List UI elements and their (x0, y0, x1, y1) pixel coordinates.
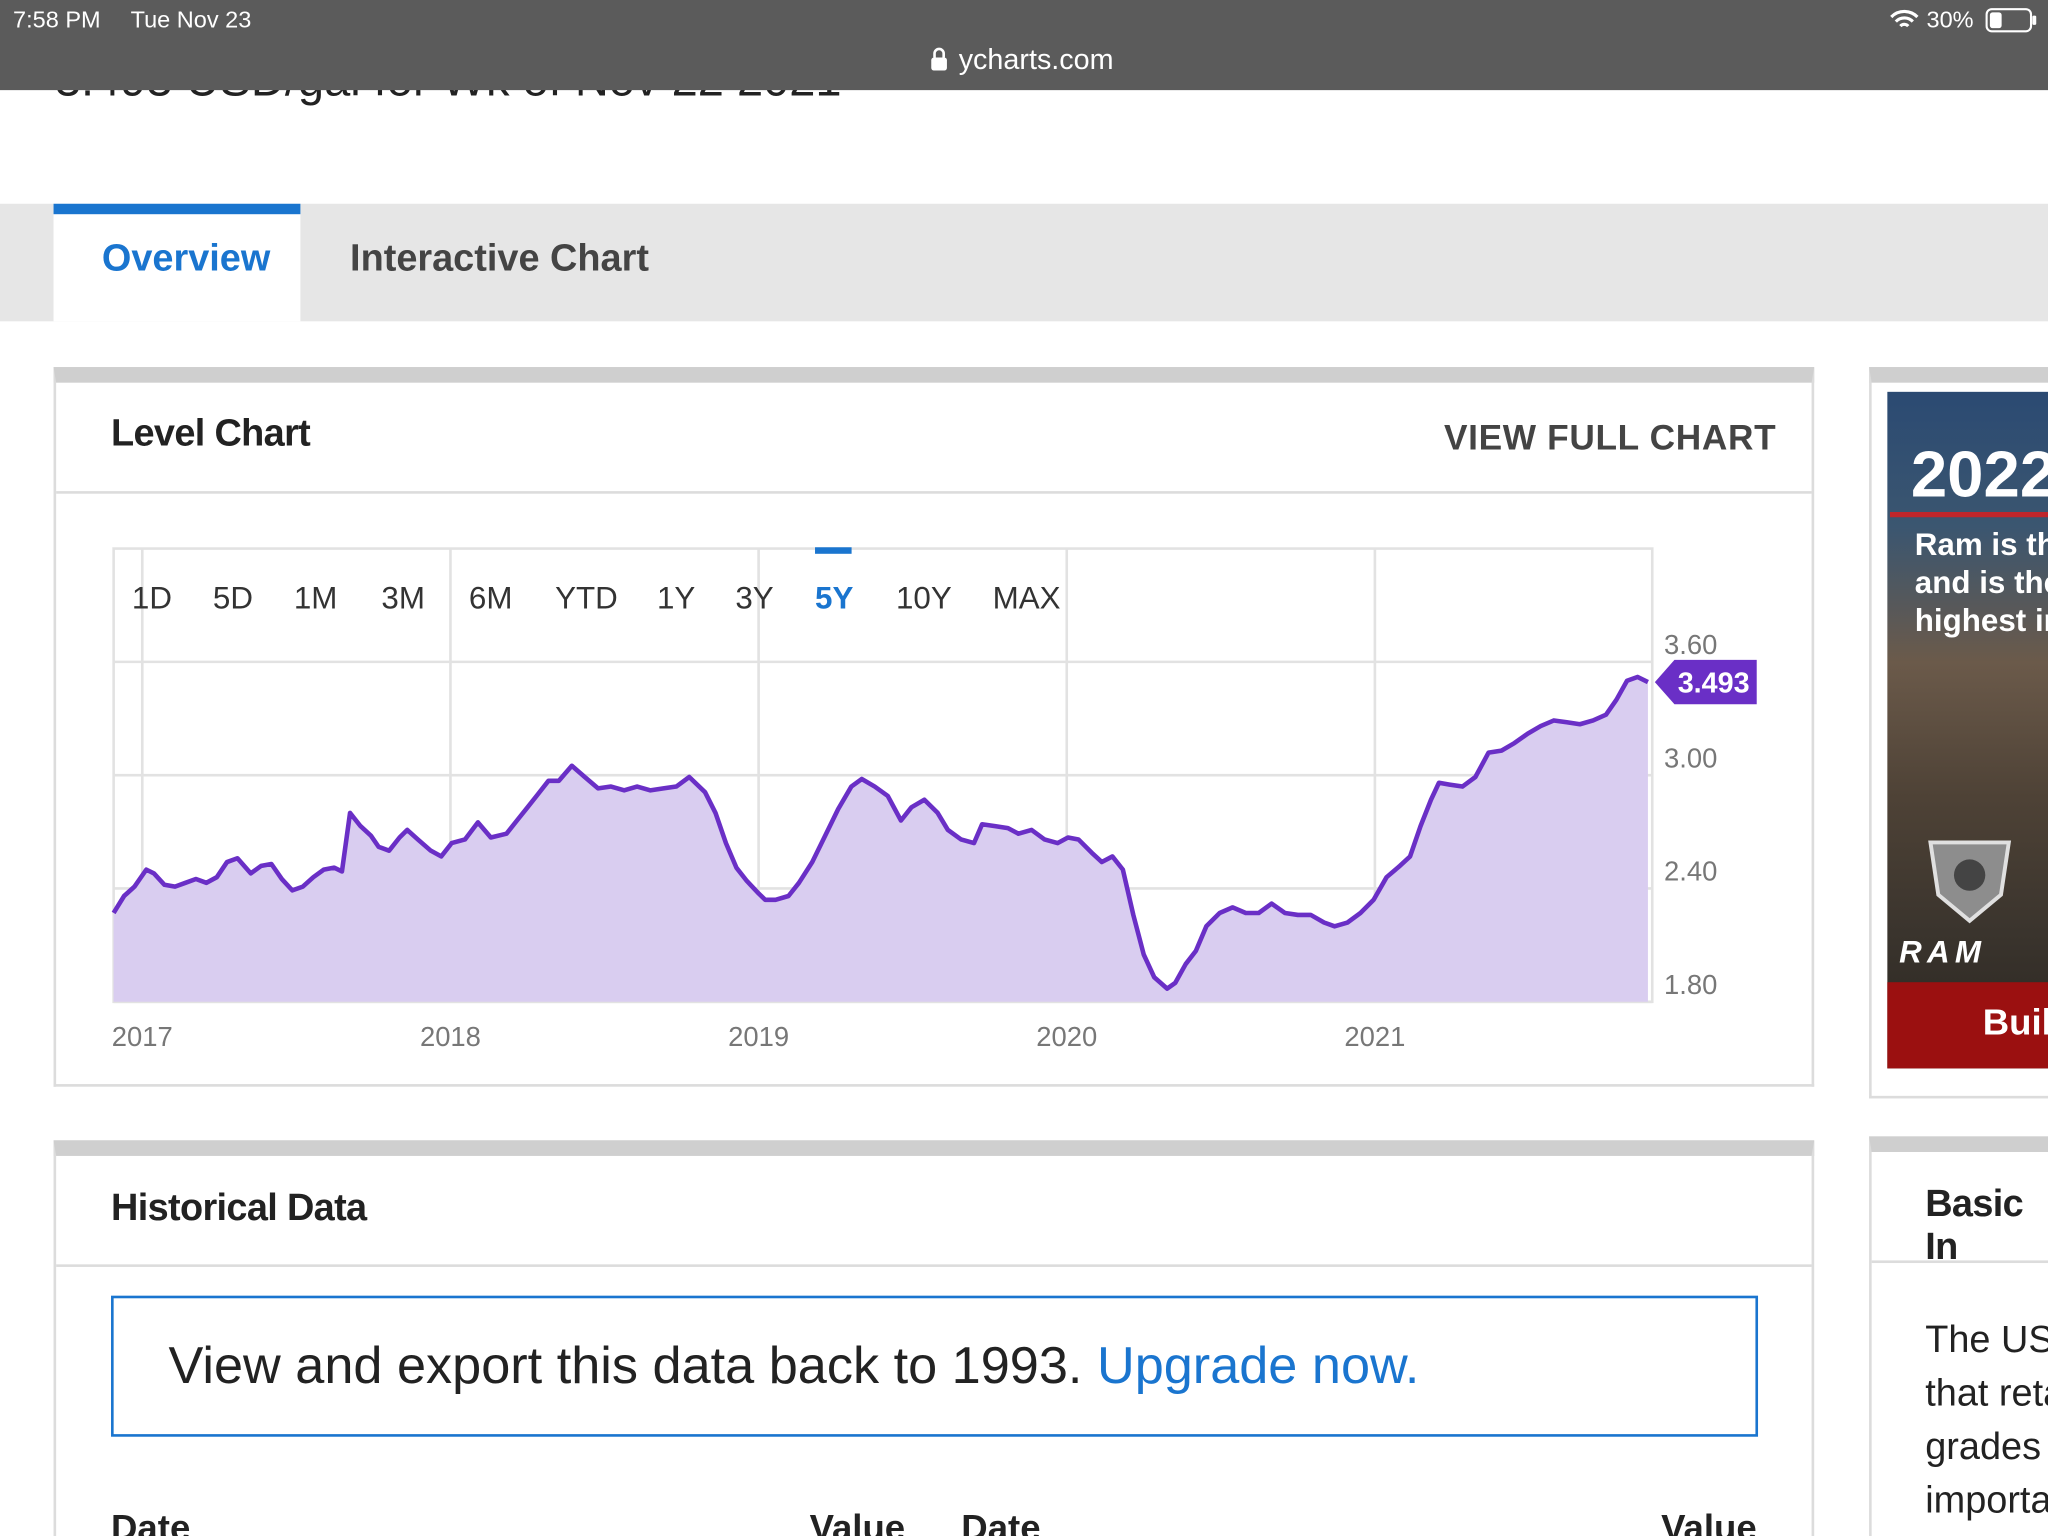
status-date: Tue Nov 23 (130, 6, 252, 33)
column-header: Value (1661, 1507, 1757, 1536)
chart: 2017 2018 2019 2020 2021 1.80 2.40 3.00 3.60 3.49… (111, 547, 1757, 1052)
text-line: grades a (1925, 1426, 2048, 1469)
value-tag-label: 3.493 (1678, 668, 1750, 700)
range-button-active[interactable]: 5Y (815, 581, 854, 617)
range-button[interactable]: 1M (293, 581, 338, 617)
range-button[interactable]: 3Y (735, 581, 774, 617)
battery-level: 30% (1926, 6, 1974, 33)
card-title: Level Chart (111, 412, 311, 455)
lock-icon (931, 47, 947, 71)
text-line: that reta (1925, 1372, 2048, 1415)
view-full-chart[interactable]: VIEW FULL CHART (1443, 417, 1777, 458)
ad-image[interactable] (1887, 391, 2048, 1069)
card-title: Basic In (1925, 1183, 2024, 1269)
ad-button-label[interactable]: Buil (1982, 1001, 2048, 1043)
tab-active[interactable] (53, 203, 301, 322)
status-time: 7:58 PM (13, 6, 101, 33)
ad-line: Ram is th (1914, 527, 2048, 563)
y-tick-label: 2.40 (1664, 856, 1717, 887)
column-header: Date (111, 1507, 191, 1536)
range-button[interactable]: YTD (555, 581, 618, 617)
ad-logo (1928, 840, 2012, 924)
y-tick-label: 1.80 (1664, 969, 1717, 1000)
tab-bar (0, 203, 2048, 322)
active-range-marker (815, 547, 852, 554)
basic-info-card (1869, 1136, 2048, 1536)
ad-rule (1889, 511, 2048, 518)
range-button[interactable]: 6M (468, 581, 513, 617)
divider (56, 1264, 1812, 1267)
upgrade-link[interactable]: Upgrade now. (1096, 1337, 1420, 1395)
x-tick-label: 2021 (1344, 1021, 1405, 1052)
historical-card (53, 1140, 1815, 1536)
upsell-message: View and export this data back to 1993. (168, 1337, 1083, 1395)
tab[interactable]: Interactive Chart (350, 237, 649, 280)
column-header: Date (961, 1507, 1041, 1536)
value-tag (1654, 659, 1757, 705)
battery-icon (1985, 8, 2037, 33)
ad-line: and is the (1914, 565, 2048, 601)
ad-button[interactable] (1887, 982, 2048, 1069)
divider (56, 491, 1812, 494)
text-line: importa (1925, 1479, 2048, 1522)
text-line: The US (1925, 1319, 2048, 1361)
ad-headline: 2022 (1910, 437, 2048, 511)
area (113, 676, 1648, 1002)
x-tick-label: 2017 (112, 1021, 173, 1052)
range-button[interactable]: 3M (381, 581, 425, 617)
x-tick-label: 2019 (728, 1021, 789, 1052)
url[interactable]: ycharts.com (958, 43, 1114, 76)
basic-info-text: The US that reta grades a importa (1925, 1314, 2048, 1528)
range-button[interactable]: 5D (212, 581, 253, 617)
range-button[interactable]: 1Y (656, 581, 696, 617)
ad-brand: RAM (1899, 935, 1987, 971)
ad-copy: Ram is th and is the highest in (1915, 526, 2048, 640)
ad-line: highest in (1914, 603, 2048, 639)
range-button[interactable]: MAX (992, 581, 1061, 617)
x-tick-label: 2018 (420, 1021, 481, 1052)
wifi-icon (1890, 9, 1919, 28)
browser-bar (0, 0, 2048, 91)
tab[interactable]: Overview (101, 237, 271, 280)
divider (1871, 1260, 2048, 1264)
range-button[interactable]: 10Y (895, 581, 952, 617)
column-header: Value (809, 1507, 906, 1536)
y-tick-label: 3.00 (1664, 742, 1717, 773)
card-title: Historical Data (111, 1187, 367, 1230)
x-tick-label: 2020 (1036, 1021, 1097, 1052)
range-button[interactable]: 1D (131, 581, 172, 617)
upsell-text: View and export this data back to 1993. … (168, 1337, 1419, 1396)
y-tick-label: 3.60 (1664, 629, 1717, 660)
line (111, 674, 1649, 991)
upsell-box (111, 1295, 1759, 1437)
